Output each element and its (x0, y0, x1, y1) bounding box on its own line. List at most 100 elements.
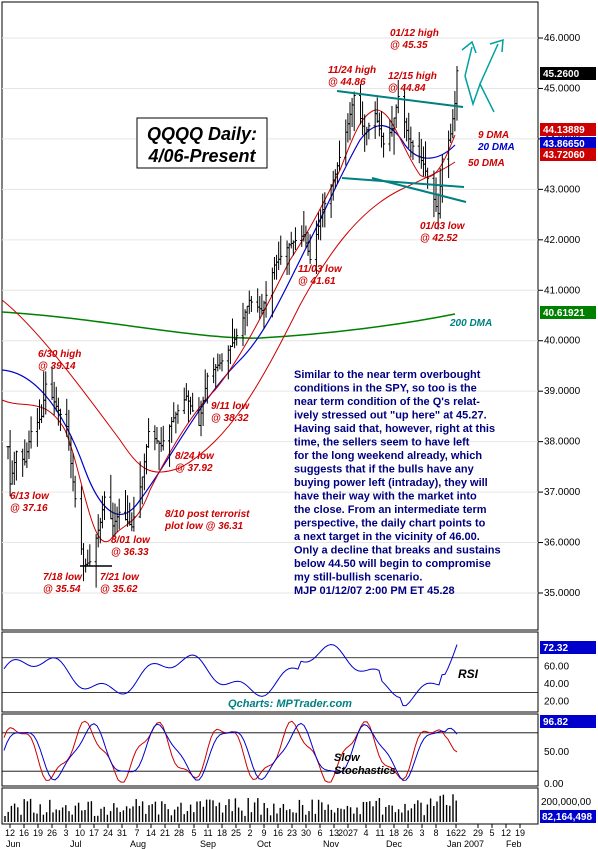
ma-label: 200 DMA (449, 318, 492, 329)
price-label-box (540, 148, 596, 161)
annotation-label: 9/11 low (211, 401, 250, 412)
x-tick-label: 21 (160, 828, 170, 838)
commentary-line: near term condition of the Q's relat- (294, 396, 480, 408)
projection-arrow-up-2 (479, 43, 499, 85)
watermark: Qcharts: MPTrader.com (228, 698, 352, 710)
stoch-value-label: 96.82 (543, 717, 568, 728)
x-tick-label: 4 (363, 828, 368, 838)
commentary-line: conditions in the SPY, so too is the (294, 383, 477, 395)
commentary-line: ively stressed out "up here" at 45.27. (294, 410, 487, 422)
x-tick-label: 3 (419, 828, 424, 838)
ma-200-line (1, 311, 456, 339)
price-label: 45.2600 (543, 69, 580, 80)
x-tick-label: 3 (63, 828, 68, 838)
x-axis: 12 16 19 26 3 10 17 24 31 7 14 21 28 5 11 18 25 2 9 16 23 30 6… (5, 824, 525, 849)
commentary-line: buying power left (intraday), they will (294, 477, 488, 489)
rsi-label: RSI (458, 667, 479, 681)
annotation-label: @ 35.54 (43, 584, 81, 595)
annotation-label: 8/01 low (111, 535, 151, 546)
stoch-value-box (540, 715, 596, 728)
commentary-line: a next target in the vicinity of 46.00. (294, 531, 480, 543)
annotation-label: 01/03 low (420, 221, 466, 232)
y-tick-label: 36.0000 (544, 538, 581, 549)
commentary-line: the close. From an intermediate term (294, 504, 487, 516)
y-tick-label: 41.0000 (544, 285, 581, 296)
x-tick-label: 2 (247, 828, 252, 838)
price-bars (6, 65, 459, 588)
chart-title: QQQQ Daily: (147, 124, 257, 144)
commentary-line: time, the sellers seem to have left (294, 437, 470, 449)
annotation-label: 6/30 high (38, 349, 81, 360)
commentary-line: below 44.50 will begin to compromise (294, 558, 491, 570)
x-tick-label: 17 (89, 828, 99, 838)
channel-mid-line (341, 177, 465, 188)
commentary: Similar to the near term overbought condi… (294, 369, 501, 597)
projection-arrow-head-1 (461, 40, 477, 54)
x-tick-label: 29 (473, 828, 483, 838)
x-tick-label: 7 (134, 828, 139, 838)
volume-value-label: 82,164,498 (542, 812, 592, 823)
x-tick-label: 2027 (338, 828, 358, 838)
rsi-y-tick-label: 40.00 (544, 679, 569, 690)
x-month-label: Feb (506, 839, 522, 849)
chart-subtitle: 4/06-Present (147, 146, 256, 166)
x-tick-label: 23 (287, 828, 297, 838)
price-label-box (540, 67, 596, 80)
x-tick-label: 14 (146, 828, 156, 838)
annotation-label: @ 41.61 (298, 276, 336, 287)
x-tick-label: 24 (103, 828, 113, 838)
stoch-label: Stochastics (334, 765, 396, 777)
ma-label: 50 DMA (468, 158, 505, 169)
x-tick-label: 12 (5, 828, 15, 838)
annotation-label: 7/21 low (100, 572, 140, 583)
x-tick-label: 12 (501, 828, 511, 838)
y-tick-label: 42.0000 (544, 235, 581, 246)
x-tick-label: 11 (375, 828, 384, 838)
annotation-label: @ 44.84 (388, 83, 426, 94)
title-box (136, 117, 268, 169)
annotation-label: 01/12 high (390, 28, 439, 39)
annotation-label: 8/10 post terrorist (165, 509, 250, 520)
price-gridlines (2, 37, 538, 594)
x-tick-label: 25 (231, 828, 241, 838)
x-tick-label: 19 (515, 828, 525, 838)
channel-lower-line (371, 177, 467, 203)
ma-label: 20 DMA (477, 142, 515, 153)
price-label: 43.86650 (543, 139, 585, 150)
rsi-line (3, 643, 458, 707)
x-month-label: Jun (6, 839, 21, 849)
commentary-line: my still-bullish scenario. (294, 572, 422, 584)
x-tick-label: 26 (47, 828, 57, 838)
x-month-label: Sep (200, 839, 216, 849)
x-month-label: Dec (386, 839, 403, 849)
commentary-line: MJP 01/12/07 2:00 PM ET 45.28 (294, 585, 455, 597)
volume-y-tick-label: 200,000,00 (541, 797, 591, 808)
stoch-label: Slow (334, 752, 361, 764)
annotation-label: @ 35.62 (100, 584, 138, 595)
annotation-label: @ 37.92 (175, 463, 213, 474)
annotation-label: @ 39.14 (38, 361, 76, 372)
y-tick-label: 45.0000 (544, 83, 581, 94)
projection-arrow-up-1 (464, 46, 473, 77)
annotation-label: 12/15 high (388, 71, 437, 82)
rsi-value-label: 72.32 (543, 643, 568, 654)
x-tick-label: 28 (174, 828, 184, 838)
commentary-line: for the long weekend already, which (294, 450, 482, 462)
price-label-box (540, 137, 596, 150)
x-tick-label: 30 (301, 828, 311, 838)
price-label: 43.72060 (543, 150, 585, 161)
annotation-label: @ 42.52 (420, 233, 458, 244)
annotation-label: 7/18 low (43, 572, 83, 583)
price-label: 44.13889 (543, 125, 585, 136)
ma-20-line (1, 125, 456, 515)
ma-50-line (1, 161, 456, 473)
stochastics-panel (1, 713, 539, 787)
x-tick-label: 5 (489, 828, 494, 838)
commentary-line: perspective, the daily chart points to (294, 518, 486, 530)
price-label-box (540, 123, 596, 136)
commentary-line: suggests that if the bulls have any (294, 464, 475, 476)
x-tick-label: 18 (217, 828, 227, 838)
